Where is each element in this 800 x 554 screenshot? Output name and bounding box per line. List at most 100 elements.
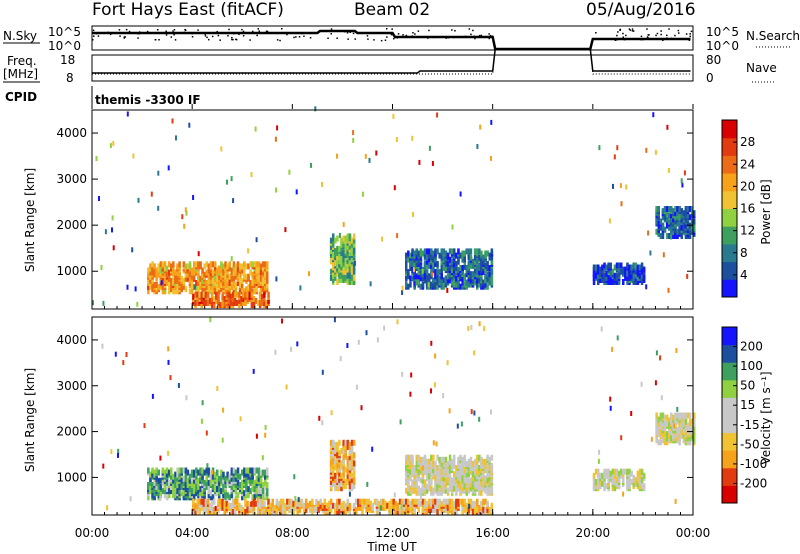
range-gate-cell (248, 504, 251, 511)
range-gate-cell (615, 481, 619, 487)
range-gate-cell (463, 483, 466, 490)
range-gate-cell (446, 460, 450, 467)
range-gate-cell (382, 498, 385, 505)
range-gate-cell (444, 250, 448, 257)
range-gate-cell (223, 509, 226, 515)
range-gate-cell (411, 465, 414, 471)
range-gate-cell (264, 473, 267, 480)
scatter-cell (361, 191, 364, 197)
range-gate-cell (442, 248, 446, 255)
range-gate-cell (216, 486, 219, 493)
range-gate-cell (480, 250, 483, 257)
range-gate-cell (213, 302, 216, 309)
range-gate-cell (436, 498, 439, 505)
range-gate-cell (149, 269, 152, 276)
range-gate-cell (311, 498, 314, 505)
range-gate-cell (434, 506, 437, 513)
nsearch-dot (208, 38, 210, 41)
range-gate-cell (455, 265, 458, 271)
range-gate-cell (243, 267, 246, 274)
scatter-cell (247, 248, 250, 254)
range-gate-cell (394, 509, 398, 515)
range-gate-cell (231, 291, 235, 298)
range-gate-cell (225, 500, 229, 507)
range-gate-cell (224, 492, 227, 499)
range-gate-cell (405, 498, 408, 505)
x-tick-label: 20:00 (576, 526, 611, 540)
range-gate-cell (455, 489, 458, 496)
range-gate-cell (638, 264, 642, 271)
range-gate-cell (642, 272, 646, 279)
scatter-cell (129, 496, 132, 502)
range-gate-cell (688, 233, 692, 239)
range-gate-cell (196, 506, 199, 513)
range-gate-cell (352, 268, 356, 275)
range-gate-cell (147, 271, 150, 278)
range-gate-cell (203, 479, 206, 486)
range-gate-cell (228, 494, 231, 501)
range-gate-cell (665, 233, 669, 239)
range-gate-cell (329, 258, 333, 265)
range-gate-cell (476, 265, 479, 271)
range-gate-cell (411, 502, 414, 509)
range-gate-cell (409, 265, 412, 271)
scatter-cell (436, 112, 439, 118)
range-gate-cell (476, 483, 479, 490)
range-gate-cell (488, 279, 491, 286)
range-gate-cell (415, 458, 418, 465)
colorbar-swatch (722, 137, 737, 156)
range-gate-cell (463, 487, 466, 494)
range-gate-cell (255, 475, 259, 482)
range-gate-cell (213, 486, 217, 493)
range-gate-cell (240, 504, 243, 511)
nsearch-dot (488, 33, 490, 35)
nsearch-dot (233, 32, 235, 35)
range-gate-cell (340, 260, 343, 267)
range-gate-cell (344, 274, 347, 281)
range-gate-cell (348, 502, 352, 509)
range-gate-cell (455, 485, 458, 492)
scatter-cell (430, 388, 432, 394)
range-gate-cell (234, 269, 238, 276)
range-gate-cell (655, 216, 658, 223)
range-gate-cell (384, 500, 387, 507)
range-gate-cell (630, 272, 633, 279)
range-gate-cell (444, 506, 448, 513)
range-gate-cell (471, 506, 475, 513)
range-gate-cell (480, 262, 483, 269)
range-gate-cell (432, 254, 435, 261)
range-gate-cell (620, 262, 623, 269)
range-gate-cell (407, 458, 410, 465)
range-gate-cell (380, 498, 383, 505)
colorbar-tick-label: 15 (740, 398, 755, 412)
range-gate-cell (329, 479, 333, 485)
range-gate-cell (469, 254, 473, 261)
range-gate-cell (317, 500, 320, 507)
scatter-cell (430, 340, 433, 346)
range-gate-cell (236, 300, 239, 306)
range-gate-cell (249, 467, 252, 474)
range-gate-cell (234, 488, 238, 495)
scatter-cell (318, 415, 321, 421)
range-gate-cell (611, 474, 615, 481)
scatter-cell (321, 420, 324, 426)
range-gate-cell (438, 465, 441, 471)
range-gate-cell (478, 269, 481, 276)
range-gate-cell (693, 435, 696, 442)
range-gate-cell (428, 273, 431, 280)
scatter-cell (467, 325, 470, 331)
range-gate-cell (599, 479, 602, 485)
range-gate-cell (194, 291, 197, 298)
range-gate-cell (194, 509, 197, 515)
range-gate-cell (661, 214, 665, 221)
range-gate-cell (461, 256, 464, 263)
range-gate-cell (346, 472, 350, 479)
nsearch-dot (451, 29, 453, 31)
nsearch-dot (366, 35, 369, 37)
nsearch-dot (242, 35, 245, 37)
nsearch-dot (315, 32, 318, 34)
range-gate-cell (161, 261, 165, 268)
nsearch-dot (206, 36, 208, 39)
range-gate-cell (478, 454, 481, 461)
range-gate-cell (670, 212, 673, 219)
